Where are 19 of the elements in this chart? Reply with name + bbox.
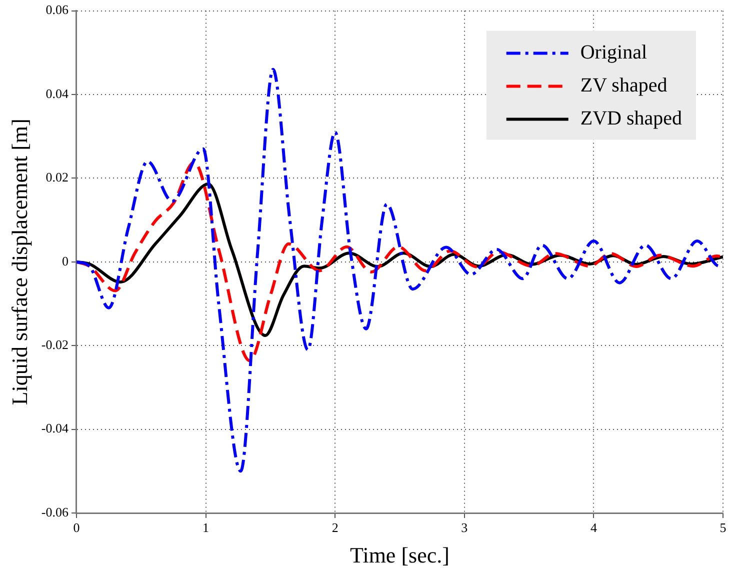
y-tick-label: 0.04 [46, 86, 69, 101]
line-series [76, 160, 723, 362]
x-tick-label: 3 [461, 520, 468, 536]
y-tick-label: 0 [62, 253, 68, 268]
x-tick-label: 0 [73, 520, 80, 536]
y-tick-label: -0.06 [41, 504, 69, 520]
y-axis-title: Liquid surface displacement [m] [6, 118, 32, 406]
x-tick-label: 5 [720, 520, 726, 536]
legend-label: ZV shaped [580, 74, 668, 97]
legend-label: ZVD shaped [580, 108, 682, 130]
y-tick-label: 0.02 [46, 170, 68, 185]
x-tick-label: 4 [590, 520, 598, 536]
x-tick-label: 1 [202, 520, 210, 536]
x-tick-label: 2 [332, 520, 338, 536]
y-tick-label: -0.04 [41, 420, 69, 436]
y-tick-label: 0.06 [46, 2, 69, 18]
y-tick-label: -0.02 [41, 337, 68, 352]
legend-label: Original [580, 42, 648, 64]
x-axis-title: Time [sec.] [350, 542, 450, 568]
